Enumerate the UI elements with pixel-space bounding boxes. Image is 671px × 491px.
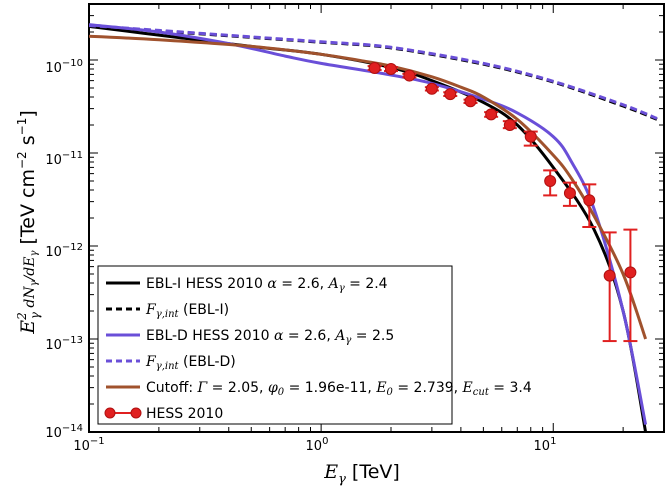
x-tick-label: 100 [306, 436, 329, 454]
x-tick-label: 10−1 [73, 436, 104, 454]
data-point [444, 88, 457, 101]
svg-text:E2γ dNγ/dEγ [TeV cm−2 s−1]: E2γ dNγ/dEγ [TeV cm−2 s−1] [15, 110, 42, 335]
data-point [368, 62, 381, 75]
data-point [385, 63, 398, 76]
data-point [464, 95, 477, 108]
data-point [544, 174, 557, 187]
y-tick-label: 10−12 [45, 242, 83, 260]
y-tick-label: 10−10 [45, 58, 83, 76]
data-point [603, 269, 616, 282]
y-tick-label: 10−11 [45, 150, 83, 168]
legend-swatch-hess [104, 407, 142, 419]
x-tick-label: 101 [534, 436, 557, 454]
legend-label-ebl-d: EBL-D HESS 2010 α = 2.6, Aγ = 2.5 [146, 328, 394, 346]
legend-label-cutoff: Cutoff: Γ = 2.05, φ0 = 1.96e-11, E0 = 2.… [146, 380, 532, 398]
y-tick-labels: 10−14 10−13 10−12 10−11 10−10 [45, 58, 83, 441]
legend-label-ebl-i-int: Fγ,int (EBL-I) [145, 302, 229, 320]
axis-ticks [88, 3, 665, 433]
x-tick-labels: 10−1 100 101 [73, 436, 556, 454]
data-point [503, 118, 516, 131]
data-point [624, 266, 637, 279]
legend-label-ebl-d-int: Fγ,int (EBL-D) [145, 354, 236, 372]
data-point [563, 187, 576, 200]
legend-box [97, 265, 453, 425]
data-point [403, 69, 416, 82]
data-point [524, 130, 537, 143]
legend: EBL-I HESS 2010 α = 2.6, Aγ = 2.4 Fγ,int… [97, 265, 532, 425]
legend-label-ebl-i: EBL-I HESS 2010 α = 2.6, Aγ = 2.4 [146, 276, 388, 294]
data-point [485, 108, 498, 121]
y-tick-label: 10−13 [45, 335, 83, 353]
y-axis-label: E2γ dNγ/dEγ [TeV cm−2 s−1] [15, 110, 42, 335]
data-point [583, 194, 596, 207]
data-point [425, 82, 438, 95]
y-tick-label: 10−14 [45, 423, 83, 441]
curve-ebl-d-int [89, 24, 658, 120]
hess-data-points [367, 62, 638, 343]
legend-label-hess: HESS 2010 [146, 406, 223, 422]
x-axis-label: Eγ [TeV] [323, 461, 400, 487]
